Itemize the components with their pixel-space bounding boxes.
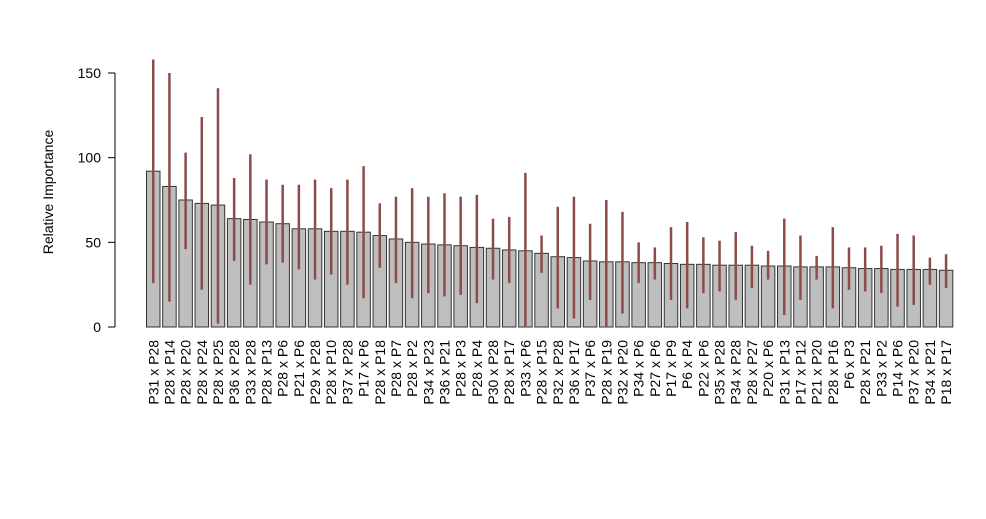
x-tick-label: P34 x P21 — [922, 340, 938, 405]
x-tick-label: P28 x P16 — [825, 340, 841, 405]
x-tick-label: P33 x P6 — [517, 340, 533, 397]
x-tick-label: P28 x P24 — [194, 340, 210, 405]
x-tick-label: P34 x P28 — [728, 340, 744, 405]
x-tick-label: P28 x P15 — [534, 340, 550, 405]
y-tick-label: 150 — [78, 65, 102, 81]
x-tick-label: P21 x P6 — [291, 340, 307, 397]
x-tick-label: P18 x P17 — [938, 340, 954, 405]
x-tick-label: P28 x P25 — [210, 340, 226, 405]
x-tick-label: P29 x P28 — [307, 340, 323, 405]
x-tick-label: P17 x P6 — [356, 340, 372, 397]
x-tick-label: P17 x P12 — [792, 340, 808, 405]
x-tick-label: P33 x P28 — [242, 340, 258, 405]
x-tick-label: P35 x P28 — [712, 340, 728, 405]
x-tick-label: P27 x P6 — [647, 340, 663, 397]
x-tick-label: P28 x P13 — [259, 340, 275, 405]
x-axis-labels: P31 x P28 P28 x P14 P28 x P20 P28 x P24 P28 … — [145, 340, 954, 405]
x-tick-label: P37 x P28 — [339, 340, 355, 405]
x-tick-label: P28 x P21 — [857, 340, 873, 405]
x-tick-label: P28 x P7 — [388, 340, 404, 397]
x-tick-label: P28 x P6 — [275, 340, 291, 397]
x-tick-label: P31 x P28 — [145, 340, 161, 405]
y-tick-label: 50 — [85, 234, 101, 250]
y-tick-label: 100 — [78, 150, 102, 166]
x-tick-label: P28 x P20 — [178, 340, 194, 405]
x-tick-label: P6 x P3 — [841, 340, 857, 389]
x-tick-label: P33 x P2 — [873, 340, 889, 397]
x-tick-label: P28 x P14 — [161, 340, 177, 405]
x-tick-label: P28 x P3 — [453, 340, 469, 397]
y-axis: 0 50 100 150 — [78, 65, 116, 335]
x-tick-label: P37 x P6 — [582, 340, 598, 397]
x-tick-label: P20 x P6 — [760, 340, 776, 397]
x-tick-label: P22 x P6 — [695, 340, 711, 397]
error-bars — [152, 59, 948, 327]
x-tick-label: P32 x P28 — [550, 340, 566, 405]
x-tick-label: P14 x P6 — [890, 340, 906, 397]
x-tick-label: P34 x P23 — [420, 340, 436, 405]
y-tick-label: 0 — [93, 319, 101, 335]
x-tick-label: P32 x P20 — [614, 340, 630, 405]
x-tick-label: P31 x P13 — [776, 340, 792, 405]
x-tick-label: P28 x P19 — [598, 340, 614, 405]
x-tick-label: P28 x P10 — [323, 340, 339, 405]
x-tick-label: P36 x P21 — [436, 340, 452, 405]
x-tick-label: P28 x P4 — [469, 340, 485, 397]
x-tick-label: P30 x P28 — [485, 340, 501, 405]
x-tick-label: P36 x P28 — [226, 340, 242, 405]
x-tick-label: P37 x P20 — [906, 340, 922, 405]
x-tick-label: P34 x P6 — [631, 340, 647, 397]
x-tick-label: P28 x P17 — [501, 340, 517, 405]
y-axis-label: Relative Importance — [40, 130, 56, 255]
x-tick-label: P36 x P17 — [566, 340, 582, 405]
x-tick-label: P28 x P27 — [744, 340, 760, 405]
x-tick-label: P17 x P9 — [663, 340, 679, 397]
x-tick-label: P28 x P18 — [372, 340, 388, 405]
x-tick-label: P21 x P20 — [809, 340, 825, 405]
x-tick-label: P6 x P4 — [679, 340, 695, 389]
x-tick-label: P28 x P2 — [404, 340, 420, 397]
